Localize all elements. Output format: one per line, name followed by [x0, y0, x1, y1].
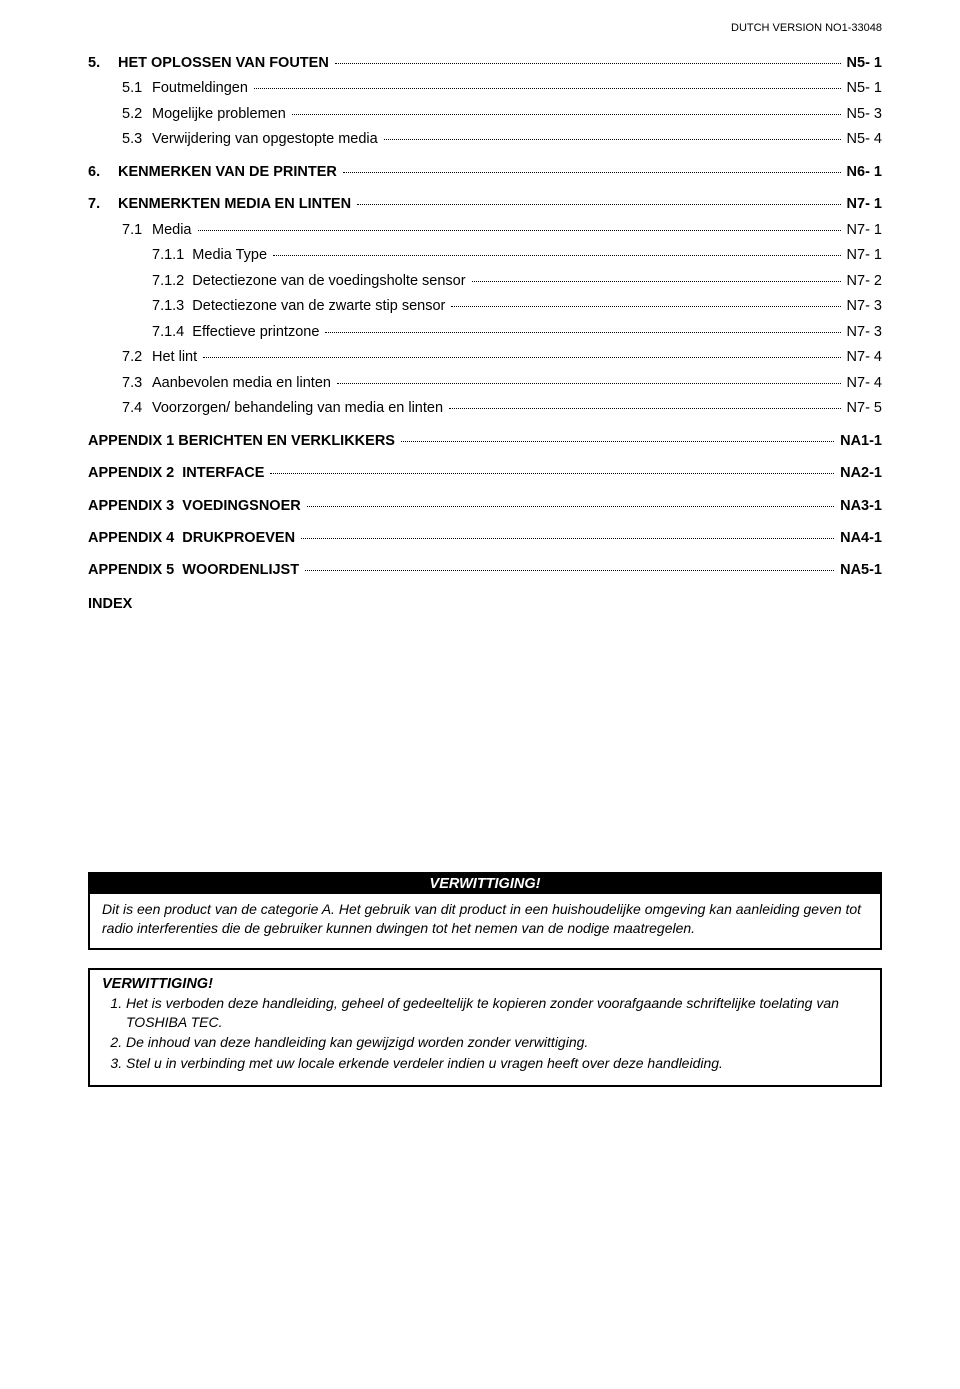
toc-row: 7.1.4 Effectieve printzone N7- 3 — [88, 321, 882, 343]
notice-2-item: Het is verboden deze handleiding, geheel… — [126, 994, 868, 1032]
notice-2-header: VERWITTIGING! — [90, 970, 880, 994]
toc-row: 7.1.3 Detectiezone van de zwarte stip se… — [88, 295, 882, 317]
toc-leader — [301, 538, 834, 539]
toc-leader — [305, 570, 834, 571]
toc-title: KENMERKEN VAN DE PRINTER — [118, 161, 337, 183]
toc-row: APPENDIX 5 WOORDENLIJST NA5-1 — [88, 559, 882, 581]
toc-leader — [401, 441, 834, 442]
toc-title: Media — [152, 219, 192, 241]
toc-page: N7- 5 — [847, 397, 882, 419]
toc-leader — [273, 255, 841, 256]
toc-page: N7- 2 — [847, 270, 882, 292]
toc-page: N7- 4 — [847, 346, 882, 368]
toc-row: 7.KENMERKTEN MEDIA EN LINTEN N7- 1 — [88, 193, 882, 215]
toc-page: N7- 3 — [847, 321, 882, 343]
toc-number: 5.2 — [122, 103, 152, 125]
toc-title: Het lint — [152, 346, 197, 368]
toc-page: N7- 1 — [847, 244, 882, 266]
toc-page: NA3-1 — [840, 495, 882, 517]
toc-title: APPENDIX 1 BERICHTEN EN VERKLIKKERS — [88, 430, 395, 452]
notice-box-2: VERWITTIGING! Het is verboden deze handl… — [88, 968, 882, 1088]
notice-1-body: Dit is een product van de categorie A. H… — [90, 894, 880, 948]
toc-row: 6.KENMERKEN VAN DE PRINTER N6- 1 — [88, 161, 882, 183]
toc-leader — [198, 230, 841, 231]
toc-row: 7.1Media N7- 1 — [88, 219, 882, 241]
toc-leader — [472, 281, 841, 282]
toc-row: 5.3Verwijdering van opgestopte media N5- … — [88, 128, 882, 150]
toc-number: 7. — [88, 193, 118, 215]
toc-leader — [337, 383, 841, 384]
toc-page: N5- 4 — [847, 128, 882, 150]
toc-page: N6- 1 — [847, 161, 882, 183]
toc-page: N7- 4 — [847, 372, 882, 394]
table-of-contents: 5.HET OPLOSSEN VAN FOUTENN5- 15.1Foutmel… — [88, 52, 882, 582]
toc-leader — [325, 332, 840, 333]
notice-1-header: VERWITTIGING! — [90, 874, 880, 894]
toc-page: N7- 1 — [847, 193, 882, 215]
toc-number: 7.3 — [122, 372, 152, 394]
toc-title: Aanbevolen media en linten — [152, 372, 331, 394]
toc-row: 7.1.2 Detectiezone van de voedingsholte … — [88, 270, 882, 292]
toc-page: N5- 3 — [847, 103, 882, 125]
toc-row: 7.1.1 Media Type N7- 1 — [88, 244, 882, 266]
toc-page: NA2-1 — [840, 462, 882, 484]
toc-page: NA5-1 — [840, 559, 882, 581]
toc-leader — [451, 306, 840, 307]
toc-title: APPENDIX 3 VOEDINGSNOER — [88, 495, 301, 517]
toc-title: Foutmeldingen — [152, 77, 248, 99]
toc-leader — [384, 139, 841, 140]
toc-number: 7.2 — [122, 346, 152, 368]
toc-leader — [307, 506, 834, 507]
toc-number: 7.1 — [122, 219, 152, 241]
toc-row: APPENDIX 3 VOEDINGSNOER NA3-1 — [88, 495, 882, 517]
toc-title: 7.1.4 Effectieve printzone — [152, 321, 319, 343]
toc-row: 7.2Het lint N7- 4 — [88, 346, 882, 368]
toc-row: 5.HET OPLOSSEN VAN FOUTEN N5- 1 — [88, 52, 882, 74]
toc-page: N5- 1 — [847, 52, 882, 74]
toc-title: 7.1.1 Media Type — [152, 244, 267, 266]
doc-version-header: DUTCH VERSION NO1-33048 — [731, 22, 882, 34]
toc-leader — [203, 357, 840, 358]
toc-leader — [292, 114, 841, 115]
notice-2-list: Het is verboden deze handleiding, geheel… — [90, 994, 880, 1086]
toc-title: Mogelijke problemen — [152, 103, 286, 125]
toc-leader — [343, 172, 841, 173]
index-heading: INDEX — [88, 596, 882, 612]
toc-leader — [335, 63, 841, 64]
toc-row: APPENDIX 1 BERICHTEN EN VERKLIKKERS NA1-1 — [88, 430, 882, 452]
toc-title: APPENDIX 2 INTERFACE — [88, 462, 264, 484]
toc-title: APPENDIX 4 DRUKPROEVEN — [88, 527, 295, 549]
toc-title: HET OPLOSSEN VAN FOUTEN — [118, 52, 329, 74]
notice-2-item: Stel u in verbinding met uw locale erken… — [126, 1054, 868, 1073]
toc-title: KENMERKTEN MEDIA EN LINTEN — [118, 193, 351, 215]
toc-row: 7.4Voorzorgen/ behandeling van media en … — [88, 397, 882, 419]
toc-number: 6. — [88, 161, 118, 183]
toc-title: 7.1.2 Detectiezone van de voedingsholte … — [152, 270, 466, 292]
toc-leader — [270, 473, 834, 474]
toc-title: Verwijdering van opgestopte media — [152, 128, 378, 150]
toc-page: N7- 3 — [847, 295, 882, 317]
toc-page: N5- 1 — [847, 77, 882, 99]
toc-title: 7.1.3 Detectiezone van de zwarte stip se… — [152, 295, 445, 317]
toc-title: Voorzorgen/ behandeling van media en lin… — [152, 397, 443, 419]
toc-row: 5.2Mogelijke problemen N5- 3 — [88, 103, 882, 125]
toc-row: 7.3Aanbevolen media en linten N7- 4 — [88, 372, 882, 394]
toc-number: 5. — [88, 52, 118, 74]
toc-leader — [357, 204, 840, 205]
toc-leader — [254, 88, 841, 89]
toc-page: NA4-1 — [840, 527, 882, 549]
toc-title: APPENDIX 5 WOORDENLIJST — [88, 559, 299, 581]
page: DUTCH VERSION NO1-33048 5.HET OPLOSSEN V… — [0, 0, 960, 1389]
toc-leader — [449, 408, 841, 409]
toc-number: 5.1 — [122, 77, 152, 99]
toc-page: N7- 1 — [847, 219, 882, 241]
toc-page: NA1-1 — [840, 430, 882, 452]
toc-row: APPENDIX 4 DRUKPROEVEN NA4-1 — [88, 527, 882, 549]
toc-row: APPENDIX 2 INTERFACE NA2-1 — [88, 462, 882, 484]
toc-number: 7.4 — [122, 397, 152, 419]
toc-number: 5.3 — [122, 128, 152, 150]
toc-row: 5.1Foutmeldingen N5- 1 — [88, 77, 882, 99]
notice-2-item: De inhoud van deze handleiding kan gewij… — [126, 1033, 868, 1052]
notice-box-1: VERWITTIGING! Dit is een product van de … — [88, 872, 882, 950]
